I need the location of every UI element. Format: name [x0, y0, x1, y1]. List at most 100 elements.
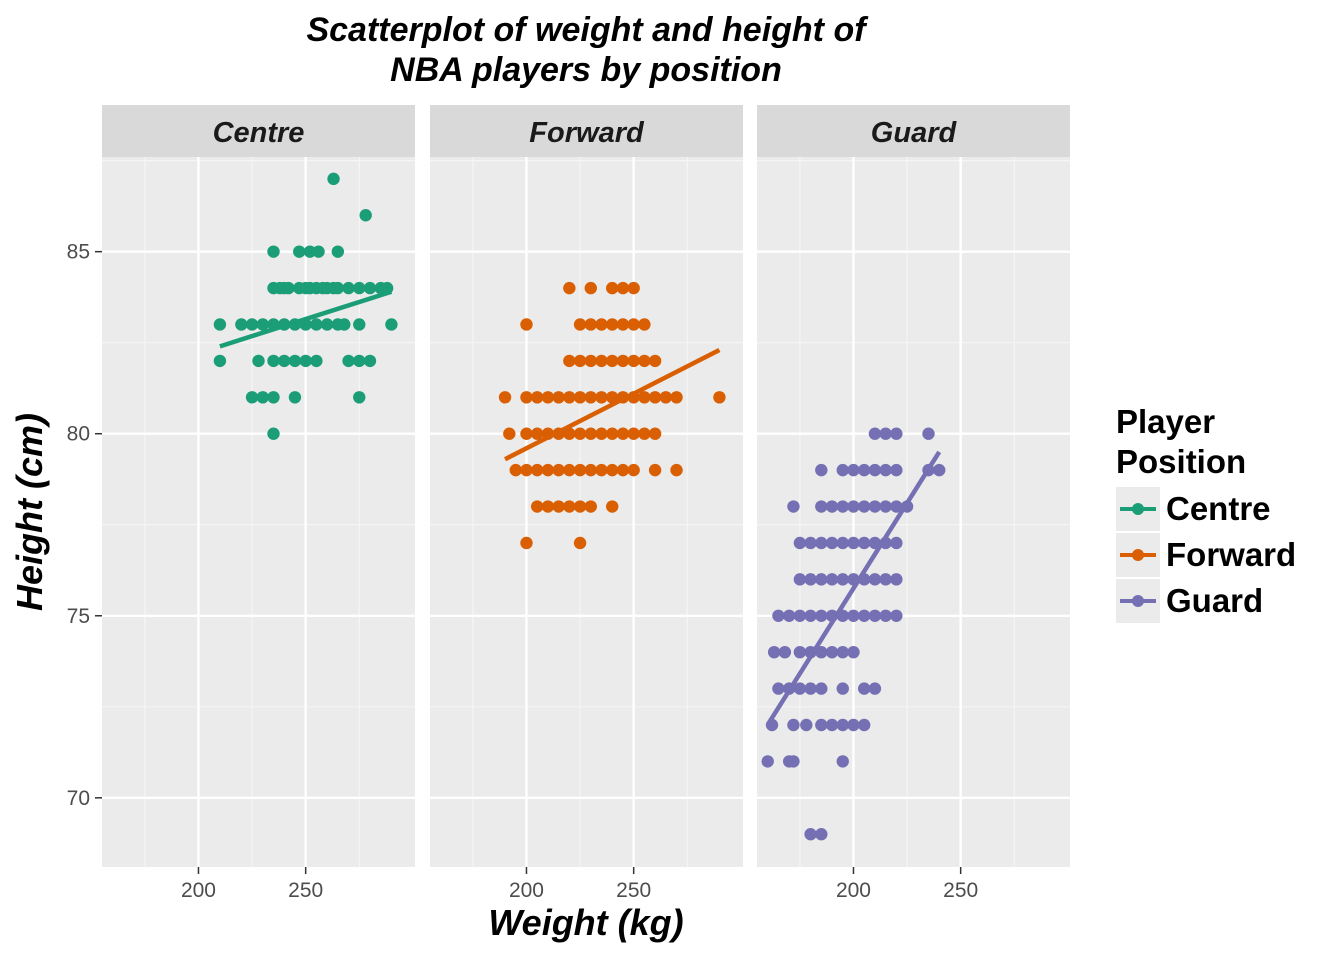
data-point: [868, 500, 882, 513]
data-point: [627, 281, 640, 295]
data-point: [363, 354, 377, 368]
data-point: [847, 718, 860, 732]
x-axis-label: Weight (kg): [488, 902, 684, 943]
data-point: [836, 718, 849, 732]
data-point: [563, 281, 576, 295]
data-point: [670, 391, 683, 404]
data-point: [520, 391, 533, 404]
panel-background: [757, 157, 1070, 867]
data-point: [282, 281, 295, 295]
data-point: [778, 645, 792, 659]
data-point: [879, 609, 892, 622]
data-point: [847, 500, 860, 513]
data-point: [331, 245, 345, 258]
data-point: [267, 427, 280, 440]
data-point: [638, 391, 651, 404]
data-point: [520, 318, 533, 331]
data-point: [616, 354, 630, 368]
data-point: [847, 463, 860, 477]
facet-panel-centre: Centre 200 250: [102, 105, 415, 902]
data-point: [267, 245, 280, 258]
data-point: [847, 536, 860, 550]
data-point: [573, 391, 587, 404]
data-point: [606, 427, 619, 440]
data-point: [890, 536, 903, 550]
data-point: [627, 427, 640, 440]
data-point: [857, 536, 871, 550]
facet-strip-label: Centre: [213, 117, 305, 149]
data-point: [836, 755, 849, 768]
data-point: [857, 609, 871, 622]
data-point: [879, 500, 892, 513]
data-point: [648, 463, 662, 477]
chart-title-line-2: NBA players by position: [390, 51, 782, 89]
data-point: [836, 463, 849, 477]
data-point: [563, 354, 576, 368]
data-point: [606, 391, 619, 404]
data-point: [530, 427, 544, 440]
data-point: [782, 609, 796, 622]
data-point: [573, 427, 587, 440]
data-point: [573, 536, 587, 550]
data-point: [213, 354, 227, 368]
data-point: [584, 500, 597, 513]
data-point: [804, 828, 817, 841]
data-point: [606, 463, 619, 477]
data-point: [288, 391, 302, 404]
data-point: [595, 427, 608, 440]
data-point: [815, 828, 828, 841]
panel-background: [430, 157, 743, 867]
data-point: [256, 391, 269, 404]
trend-line: [767, 450, 942, 723]
legend-item-centre: Centre: [1116, 486, 1296, 532]
legend-key: [1116, 533, 1160, 577]
data-point: [815, 682, 828, 695]
data-point: [836, 573, 849, 586]
data-point: [541, 500, 555, 513]
data-point: [299, 354, 312, 368]
data-point: [541, 391, 555, 404]
data-point: [815, 718, 828, 732]
data-point: [563, 391, 576, 404]
data-point: [353, 281, 366, 295]
data-point: [857, 500, 871, 513]
data-point: [530, 463, 544, 477]
facet-strip-label: Forward: [529, 117, 645, 149]
data-point: [836, 682, 849, 695]
data-point: [595, 463, 608, 477]
data-point: [804, 609, 817, 622]
data-point: [787, 755, 800, 768]
data-point: [278, 354, 291, 368]
data-point: [606, 281, 619, 295]
data-point: [638, 427, 651, 440]
data-point: [836, 645, 849, 659]
x-tick-label: 250: [288, 879, 323, 902]
data-point: [342, 281, 355, 295]
data-point: [800, 718, 813, 732]
data-point: [606, 318, 619, 331]
data-point: [213, 318, 227, 331]
data-point: [563, 500, 576, 513]
data-point: [857, 463, 871, 477]
data-point: [606, 354, 619, 368]
x-tick-label: 200: [181, 879, 216, 902]
legend-key: [1116, 487, 1160, 531]
data-point: [573, 318, 587, 331]
trend-line: [219, 289, 393, 349]
legend: Player Position Centre Forward Guard: [1116, 402, 1296, 624]
data-point: [825, 536, 839, 550]
data-point: [890, 427, 903, 440]
data-point: [868, 609, 882, 622]
data-point: [793, 536, 807, 550]
data-point: [765, 718, 779, 732]
data-point: [342, 354, 355, 368]
data-point: [509, 463, 522, 477]
data-point: [573, 354, 587, 368]
data-point: [879, 427, 892, 440]
data-point: [879, 463, 892, 477]
data-point: [616, 318, 630, 331]
data-point: [245, 391, 259, 404]
data-point: [584, 427, 597, 440]
data-point: [595, 318, 608, 331]
data-point: [787, 718, 800, 732]
